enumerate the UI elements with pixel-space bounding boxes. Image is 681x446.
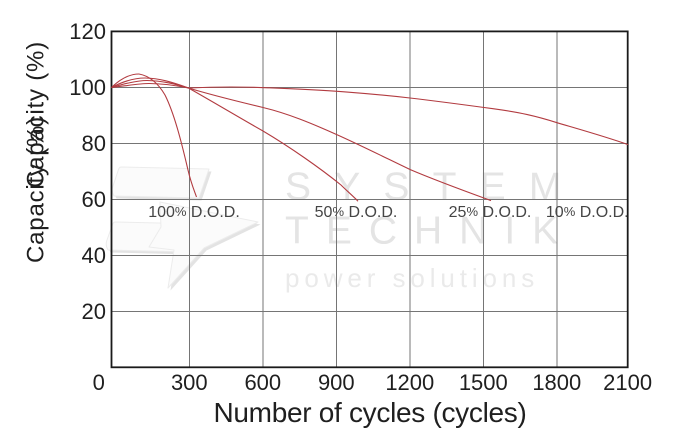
svg-text:Capacity (%): Capacity (%) <box>23 41 50 188</box>
svg-text:SYSTEM: SYSTEM <box>285 166 585 209</box>
svg-text:1500: 1500 <box>459 370 508 395</box>
svg-text:900: 900 <box>318 370 355 395</box>
svg-text:60: 60 <box>82 187 106 212</box>
svg-text:Number of cycles (cycles): Number of cycles (cycles) <box>213 397 526 428</box>
svg-text:50% D.O.D.: 50% D.O.D. <box>315 204 398 221</box>
svg-text:Capacity (%): Capacity (%) <box>23 116 50 263</box>
svg-text:100% D.O.D.: 100% D.O.D. <box>148 204 240 221</box>
svg-text:1800: 1800 <box>532 370 581 395</box>
svg-text:40: 40 <box>82 243 106 268</box>
svg-text:600: 600 <box>244 370 281 395</box>
svg-text:10% D.O.D.: 10% D.O.D. <box>546 204 629 221</box>
svg-text:1200: 1200 <box>385 370 434 395</box>
svg-text:TECHNIK: TECHNIK <box>285 210 575 253</box>
svg-text:0: 0 <box>93 370 105 395</box>
svg-text:20: 20 <box>82 299 106 324</box>
svg-text:80: 80 <box>82 131 106 156</box>
svg-text:100: 100 <box>69 75 106 100</box>
svg-text:power solutions: power solutions <box>285 263 539 293</box>
svg-text:25% D.O.D.: 25% D.O.D. <box>449 204 532 221</box>
svg-text:2100: 2100 <box>603 370 652 395</box>
svg-text:120: 120 <box>69 19 106 44</box>
svg-text:300: 300 <box>171 370 208 395</box>
